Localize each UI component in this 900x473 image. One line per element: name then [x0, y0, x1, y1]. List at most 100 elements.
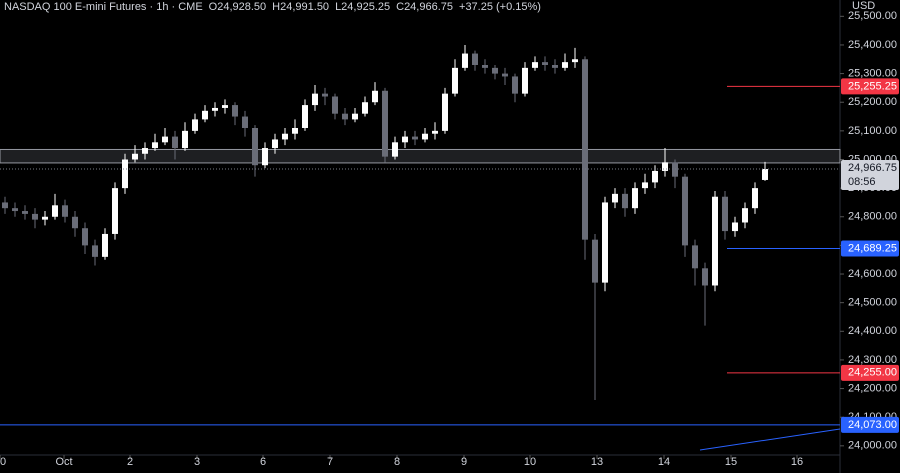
candle-body — [102, 233, 108, 257]
candle-body — [332, 96, 338, 114]
y-tick-label: 25,300.00 — [848, 67, 897, 79]
current-price-tag — [841, 160, 899, 191]
y-tick-label: 24,600.00 — [848, 268, 897, 280]
y-tick-label: 25,500.00 — [848, 10, 897, 22]
y-tick-label: 25,200.00 — [848, 96, 897, 108]
ohlc-value: C24,966.75 — [396, 1, 453, 13]
x-tick-label: 14 — [658, 456, 670, 468]
candle-body — [592, 239, 598, 283]
candle-body — [282, 133, 288, 140]
candle-body — [202, 110, 208, 120]
candle-body — [52, 205, 58, 217]
candle-body — [312, 93, 318, 106]
candle-body — [502, 73, 508, 77]
level-label: 24,255.00 — [848, 367, 897, 379]
x-tick-label: 7 — [327, 456, 333, 468]
candle-body — [422, 133, 428, 140]
candle-body — [372, 90, 378, 103]
candle-body — [432, 130, 438, 134]
candle-body — [762, 169, 768, 180]
candle-body — [112, 188, 118, 234]
candle-body — [262, 148, 268, 166]
ohlc-value: +37.25 (+0.15%) — [459, 1, 541, 13]
candle-body — [482, 65, 488, 68]
level-label: 24,689.25 — [848, 242, 897, 254]
candle-body — [522, 67, 528, 94]
candle-body — [62, 205, 68, 217]
candle-body — [512, 76, 518, 94]
candle-body — [292, 127, 298, 134]
candle-body — [132, 153, 138, 160]
current-price-label: 24,966.75 — [848, 162, 897, 174]
candle-body — [572, 59, 578, 63]
candle-body — [602, 202, 608, 283]
candle-body — [532, 62, 538, 68]
candle-body — [632, 188, 638, 209]
candle-body — [32, 213, 38, 220]
y-tick-label: 24,800.00 — [848, 211, 897, 223]
candle-body — [742, 208, 748, 223]
chart-title: NASDAQ 100 E-mini Futures · 1h · CME O24,… — [4, 1, 541, 13]
countdown: 08:56 — [848, 176, 876, 188]
x-tick-label: 13 — [591, 456, 603, 468]
candle-body — [142, 148, 148, 154]
candle-body — [412, 136, 418, 140]
trend-line — [699, 428, 841, 451]
ohlc-value: L24,925.25 — [335, 1, 390, 13]
candle-body — [192, 119, 198, 131]
candle-body — [362, 102, 368, 114]
x-tick-label: 15 — [725, 456, 737, 468]
candle-body — [82, 228, 88, 246]
candle-body — [242, 116, 248, 128]
level-tag — [841, 240, 899, 257]
candle-body — [732, 222, 738, 232]
symbol: NASDAQ 100 E-mini Futures · 1h · CME — [4, 1, 203, 13]
candle-body — [22, 211, 28, 214]
candle-body — [582, 59, 588, 240]
candle-body — [452, 67, 458, 94]
candle-body — [492, 67, 498, 74]
candle-body — [152, 142, 158, 149]
y-tick-label: 25,400.00 — [848, 39, 897, 51]
level-tag — [841, 416, 899, 433]
candle-body — [612, 193, 618, 203]
candle-body — [652, 170, 658, 183]
y-tick-label: 24,200.00 — [848, 382, 897, 394]
candle-body — [272, 139, 278, 149]
x-tick-label: 10 — [524, 456, 536, 468]
currency-label: USD — [852, 0, 875, 12]
candle-body — [542, 62, 548, 65]
y-tick-label: 24,500.00 — [848, 297, 897, 309]
y-tick-label: 24,300.00 — [848, 354, 897, 366]
candle-body — [392, 142, 398, 157]
candle-body — [232, 105, 238, 117]
candle-body — [352, 113, 358, 120]
candle-body — [702, 268, 708, 286]
candle-body — [92, 245, 98, 257]
candle-body — [402, 136, 408, 143]
candle-body — [2, 202, 8, 209]
candle-body — [252, 127, 258, 166]
candle-body — [722, 196, 728, 232]
candle-body — [472, 53, 478, 65]
candle-body — [642, 182, 648, 189]
candle-body — [342, 113, 348, 120]
resistance-zone — [0, 148, 841, 164]
level-label: 24,073.00 — [848, 419, 897, 431]
ohlc-value: H24,991.50 — [272, 1, 329, 13]
ohlc-value: O24,928.50 — [209, 1, 267, 13]
candle-body — [212, 107, 218, 111]
candle-body — [222, 105, 228, 108]
candle-body — [162, 136, 168, 143]
candle-body — [72, 216, 78, 229]
level-label: 25,255.25 — [848, 80, 897, 92]
candle-body — [12, 208, 18, 212]
y-tick-label: 25,100.00 — [848, 125, 897, 137]
candle-body — [42, 216, 48, 220]
level-tag — [841, 78, 899, 95]
candle-body — [752, 188, 758, 209]
candle-body — [322, 93, 328, 97]
